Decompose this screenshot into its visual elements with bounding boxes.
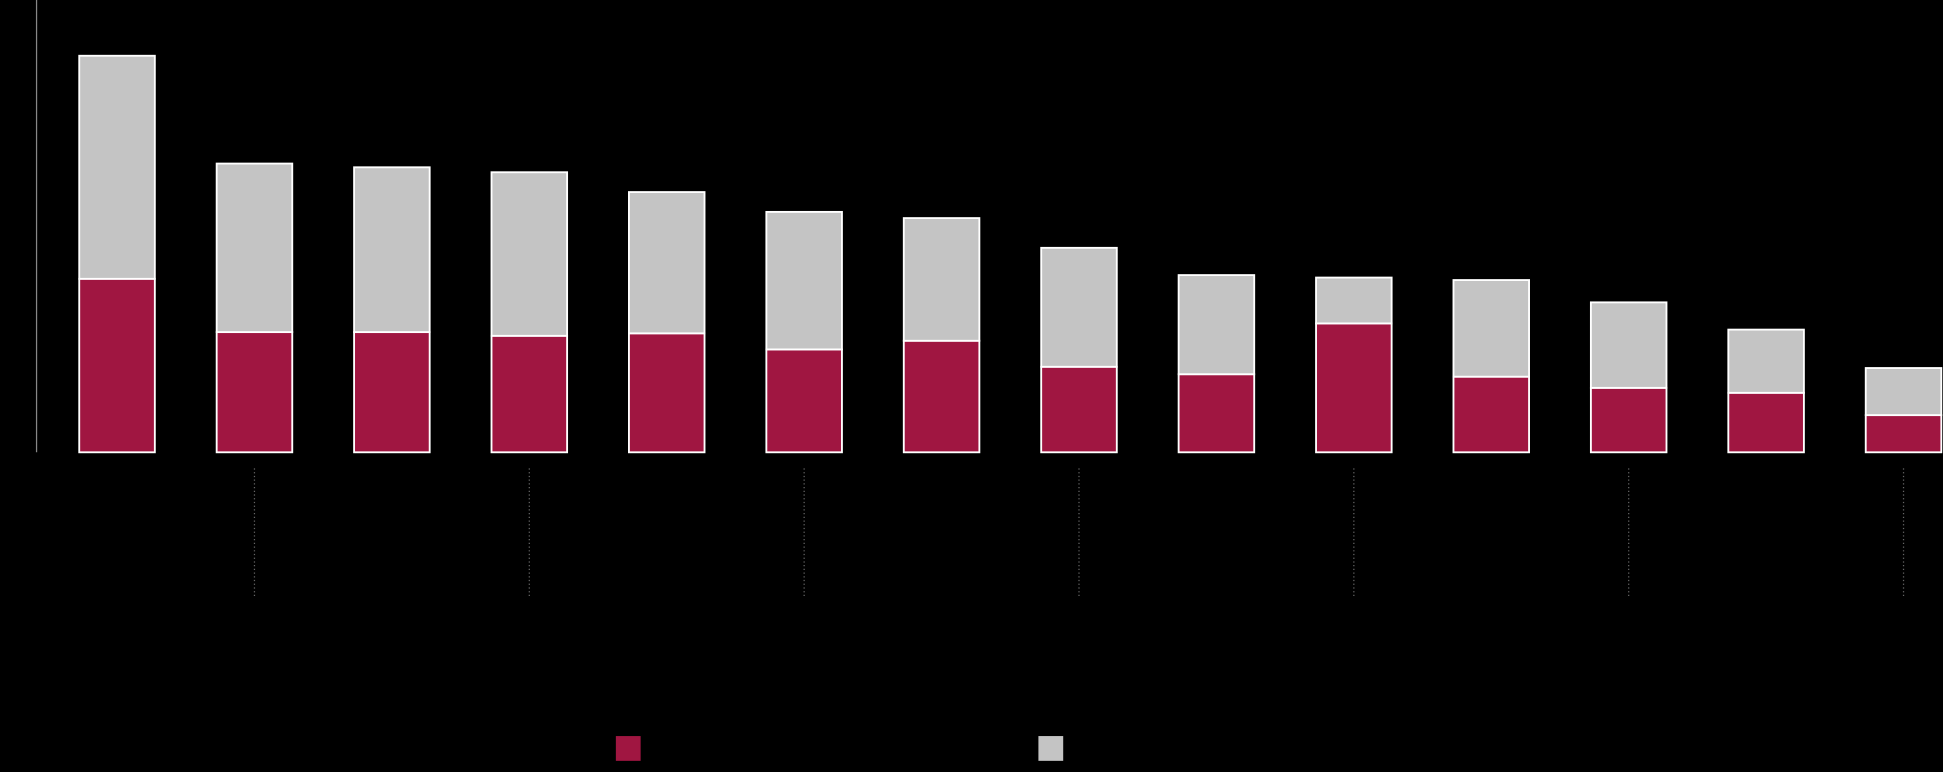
bar-segment (1727, 391, 1805, 454)
bar-segment (1452, 279, 1530, 378)
bar-segment (1589, 386, 1668, 454)
bar-segment (1864, 414, 1943, 454)
bar-segment (1177, 274, 1256, 376)
bar-segment (353, 331, 431, 454)
bar-segment (1177, 373, 1256, 454)
bar-segment (1040, 365, 1118, 454)
bar-segment (765, 210, 843, 351)
bar-segment (1589, 301, 1668, 389)
bar-segment (1864, 367, 1943, 417)
bar-segment (490, 171, 569, 337)
bar-segment (628, 332, 706, 454)
legend-swatch (1038, 736, 1064, 761)
bar-segment (1040, 246, 1118, 368)
bar-segment (1315, 322, 1393, 454)
bar-segment (215, 331, 294, 454)
bar-segment (78, 54, 156, 280)
bar-segment (765, 348, 843, 454)
bar-segment (1452, 375, 1530, 454)
bar-segment (215, 162, 294, 334)
bar-segment (1727, 328, 1805, 394)
bar-segment (628, 191, 706, 335)
bar-segment (1315, 276, 1393, 325)
bar-segment (353, 166, 431, 334)
bar-segment (78, 277, 156, 454)
bar-segment (902, 217, 981, 342)
bar-segment (490, 334, 569, 454)
legend-swatch (615, 736, 641, 761)
bar-segment (902, 339, 981, 454)
